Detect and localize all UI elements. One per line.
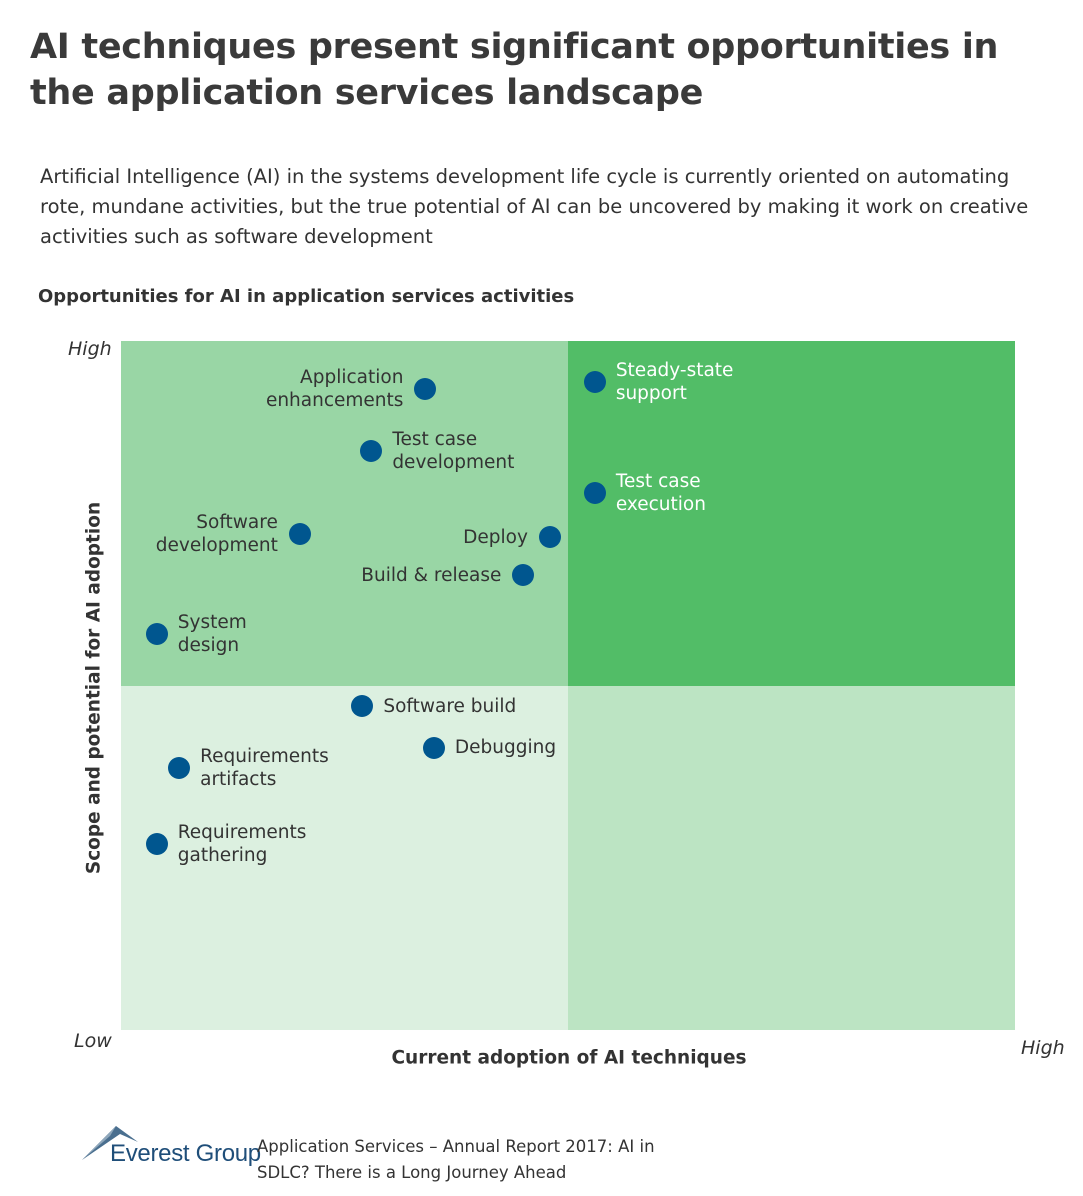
point-deploy [539,526,562,549]
point-steady-state-support [583,371,606,394]
y-axis-high-label: High [68,338,112,360]
point-label-line: development [155,534,278,556]
page-subtitle: Artificial Intelligence (AI) in the syst… [40,165,1029,248]
point-label-line: Test case [392,429,478,451]
point-label-system-design: System design [178,611,247,657]
point-application-enhancements [413,378,436,401]
point-label-line: development [392,452,515,474]
mountain-logo-icon [82,1126,138,1160]
point-label-deploy: Deploy [463,526,528,549]
point-label-debugging: Debugging [455,736,556,759]
point-label-line: design [177,634,240,656]
point-label-line: Debugging [454,737,557,758]
y-axis-label: Scope and potential for AI adoption [83,501,105,875]
point-label-application-enhancements: Application enhancements [266,366,403,412]
point-label-line: Test case [615,470,701,492]
point-debugging [422,736,445,759]
point-label-steady-state-support: Steady-state support [616,359,734,405]
point-label-software-development: Software development [156,511,278,557]
source-citation: Application Services – Annual Report 201… [257,1137,655,1182]
page-title: AI techniques present significant opport… [30,27,999,113]
point-label-line: Deploy [463,526,528,548]
point-label-line: execution [615,493,706,515]
point-software-build [351,695,374,718]
point-requirements-gathering [145,832,168,855]
point-label-line: Application [300,367,404,389]
y-axis-low-label: Low [74,1030,112,1052]
point-label-line: Software [196,511,278,533]
point-requirements-artifacts [168,757,191,780]
x-axis-label: Current adoption of AI techniques [391,1047,747,1069]
point-test-case-development [360,440,383,463]
point-software-development [288,522,311,545]
point-label-requirements-artifacts: Requirements artifacts [200,745,329,791]
point-label-line: Requirements [200,746,329,768]
quadrant-bottom-right [568,685,1015,1030]
point-label-test-case-execution: Test case execution [616,470,706,516]
point-label-build-release: Build & release [361,564,501,587]
point-label-line: support [615,383,687,405]
logo-text: Everest Group [110,1140,261,1167]
chart-title: Opportunities for AI in application serv… [38,286,575,307]
point-label-line: Requirements [177,821,307,843]
point-label-line: System [177,611,247,633]
point-label-line: gathering [177,844,268,866]
quadrant-bottom-left [121,685,568,1030]
point-system-design [145,622,168,645]
point-label-line: artifacts [200,769,277,791]
point-label-line: Build & release [361,564,502,586]
point-label-line: Steady-state [615,360,734,382]
x-axis-high-label: High [1021,1037,1065,1059]
point-label-test-case-development: Test case development [392,428,514,474]
point-label-software-build: Software build [383,695,516,718]
quadrant-top-right [568,341,1015,686]
point-label-line: enhancements [265,390,404,412]
point-label-line: Software build [383,695,517,717]
point-build-release [512,564,535,587]
everest-group-logo: Everest Group [80,1122,261,1172]
point-label-requirements-gathering: Requirements gathering [178,821,307,867]
point-test-case-execution [583,481,606,504]
quadrant-top-left [121,341,568,686]
